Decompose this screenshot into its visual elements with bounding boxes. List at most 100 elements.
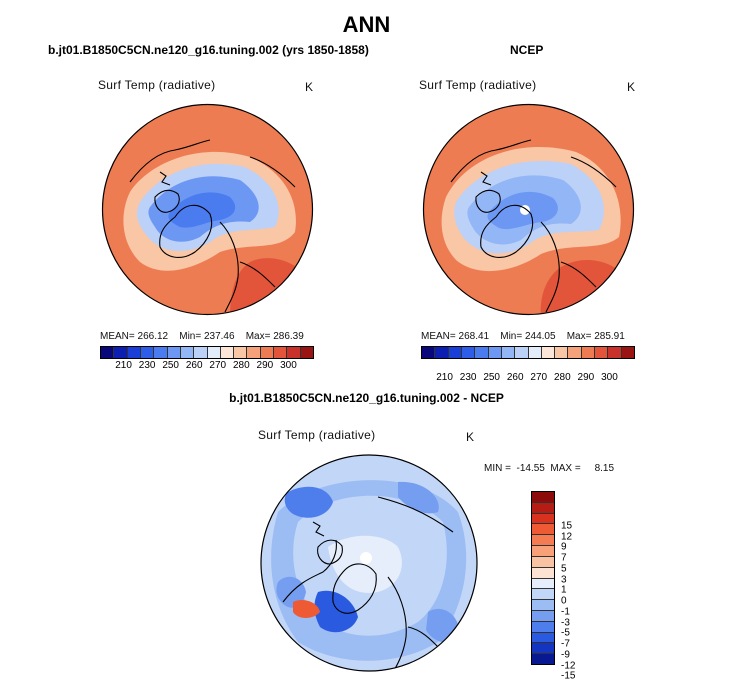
obs-colorbar-swatch: [581, 347, 596, 358]
diff-field-minus5: [398, 481, 439, 514]
diff-colorbar-swatch: [532, 513, 554, 525]
model-colorbar-swatch: [287, 347, 301, 358]
diff-field-minus9: [314, 590, 358, 633]
diff-pole-missing-data: [360, 552, 372, 564]
model-colorbar-tick-label: 210: [115, 360, 132, 371]
obs-colorbar-swatch: [435, 347, 449, 358]
diff-units-label: K: [466, 430, 475, 444]
model-units-label: K: [305, 80, 314, 94]
model-colorbar-swatch: [274, 347, 288, 358]
diff-map-border: [260, 454, 478, 672]
obs-variable-label: Surf Temp (radiative): [419, 78, 537, 92]
obs-units-label: K: [627, 80, 636, 94]
diff-field-minus7: [284, 486, 333, 518]
model-colorbar-swatch: [167, 347, 181, 358]
model-max-label: Max=: [245, 331, 271, 342]
diff-colorbar-swatch: [532, 632, 554, 644]
diff-colorbar-swatch: [532, 546, 554, 557]
diff-colorbar-tick-label: -1: [561, 606, 570, 618]
obs-colorbar-swatch: [488, 347, 502, 358]
model-colorbar-swatch: [300, 347, 313, 358]
obs-colorbar-swatch: [621, 347, 634, 358]
diff-colorbar-tick-label: 7: [561, 552, 567, 564]
diff-colorbar-tick-label: -5: [561, 627, 570, 639]
obs-colorbar-swatch: [541, 347, 556, 358]
model-colorbar-swatch: [101, 347, 115, 358]
model-colorbar-tick-label: 260: [185, 360, 203, 371]
model-map-border: [101, 103, 314, 316]
obs-colorbar-tick-label: 230: [459, 372, 477, 383]
model-colorbar-tick-label: 290: [256, 360, 274, 371]
obs-colorbar-swatch: [595, 347, 609, 358]
obs-colorbar-swatch: [555, 347, 569, 358]
obs-colorbar-tick-label: 260: [506, 372, 524, 383]
model-variable-label: Surf Temp (radiative): [98, 78, 216, 92]
diff-colorbar-tick-label: 15: [561, 520, 573, 532]
model-colorbar-swatch: [260, 347, 275, 358]
diff-colorbar-swatch: [532, 502, 554, 514]
obs-colorbar-swatch: [528, 347, 542, 358]
diff-colorbar-swatch: [532, 567, 554, 579]
diff-colorbar-swatch: [532, 524, 554, 536]
model-coastlines: [129, 139, 296, 313]
model-stats: MEAN= 266.12 Min= 237.46 Max= 286.39: [100, 331, 304, 342]
model-colorbar-swatch: [140, 347, 155, 358]
model-colorbar-tick-label: 300: [280, 360, 297, 371]
obs-colorbar-tick-label: 250: [483, 372, 500, 383]
diff-variable-label: Surf Temp (radiative): [258, 428, 376, 442]
diff-colorbar-tick-label: -15: [561, 670, 576, 682]
diff-colorbar-swatch: [532, 621, 554, 633]
obs-colorbar: [421, 346, 635, 359]
diff-colorbar-swatch: [532, 578, 554, 590]
obs-colorbar-ticks: 210 230 250 260 270 280 290 300: [421, 372, 633, 384]
diff-colorbar-swatch: [532, 535, 554, 547]
diff-field-zero: [328, 535, 402, 593]
diff-colorbar-tick-label: -12: [561, 660, 576, 671]
obs-min-value: 244.05: [524, 331, 556, 342]
obs-colorbar-swatch: [461, 347, 476, 358]
obs-colorbar-swatch: [422, 347, 436, 358]
model-colorbar: [100, 346, 314, 359]
diff-colorbar-tick-label: -3: [561, 617, 570, 628]
diff-colorbar-tick-label: 9: [561, 541, 567, 553]
model-colorbar-swatch: [114, 347, 128, 358]
model-colorbar-swatch: [207, 347, 221, 358]
model-mean-label: MEAN=: [100, 331, 135, 342]
obs-min-label: Min=: [500, 331, 523, 342]
diff-colorbar-tick-label: -9: [561, 649, 570, 661]
obs-mean-label: MEAN=: [421, 331, 456, 342]
obs-colorbar-tick-label: 210: [436, 372, 453, 383]
obs-max-label: Max=: [566, 331, 592, 342]
diff-colorbar-swatch: [532, 643, 554, 655]
diff-colorbar-tick-label: -7: [561, 638, 570, 650]
obs-colorbar-tick-label: 300: [601, 372, 618, 383]
diff-polar-map: [260, 454, 478, 672]
model-max-value: 286.39: [273, 331, 304, 342]
obs-colorbar-swatch: [501, 347, 516, 358]
model-colorbar-tick-label: 230: [138, 360, 156, 371]
obs-max-value: 285.91: [594, 331, 625, 342]
model-colorbar-tick-label: 280: [232, 360, 250, 371]
diff-colorbar-tick-label: 1: [561, 584, 567, 596]
obs-colorbar-swatch: [475, 347, 489, 358]
diff-colorbar-tick-label: 12: [561, 531, 573, 542]
obs-colorbar-swatch: [448, 347, 462, 358]
diff-coastlines: [282, 496, 454, 671]
obs-colorbar-tick-label: 280: [553, 372, 571, 383]
model-field-coldest: [168, 192, 236, 228]
obs-colorbar-swatch: [608, 347, 622, 358]
obs-polar-map: [422, 103, 635, 316]
model-colorbar-ticks: 210 230 250 260 270 280 290 300: [100, 360, 312, 372]
model-panel-title: b.jt01.B1850C5CN.ne120_g16.tuning.002 (y…: [48, 43, 369, 57]
diff-colorbar-swatch: [532, 556, 554, 568]
figure-title: ANN: [342, 12, 391, 37]
diff-colorbar-tick-label: 3: [561, 574, 567, 585]
model-colorbar-swatch: [194, 347, 208, 358]
obs-colorbar-tick-label: 270: [530, 372, 548, 383]
model-colorbar-swatch: [234, 347, 248, 358]
model-colorbar-tick-label: 270: [209, 360, 227, 371]
diff-panel-title: b.jt01.B1850C5CN.ne120_g16.tuning.002 - …: [229, 391, 504, 405]
obs-mean-value: 268.41: [458, 331, 490, 342]
model-polar-map: [101, 103, 314, 316]
diff-colorbar-swatch: [532, 654, 554, 664]
